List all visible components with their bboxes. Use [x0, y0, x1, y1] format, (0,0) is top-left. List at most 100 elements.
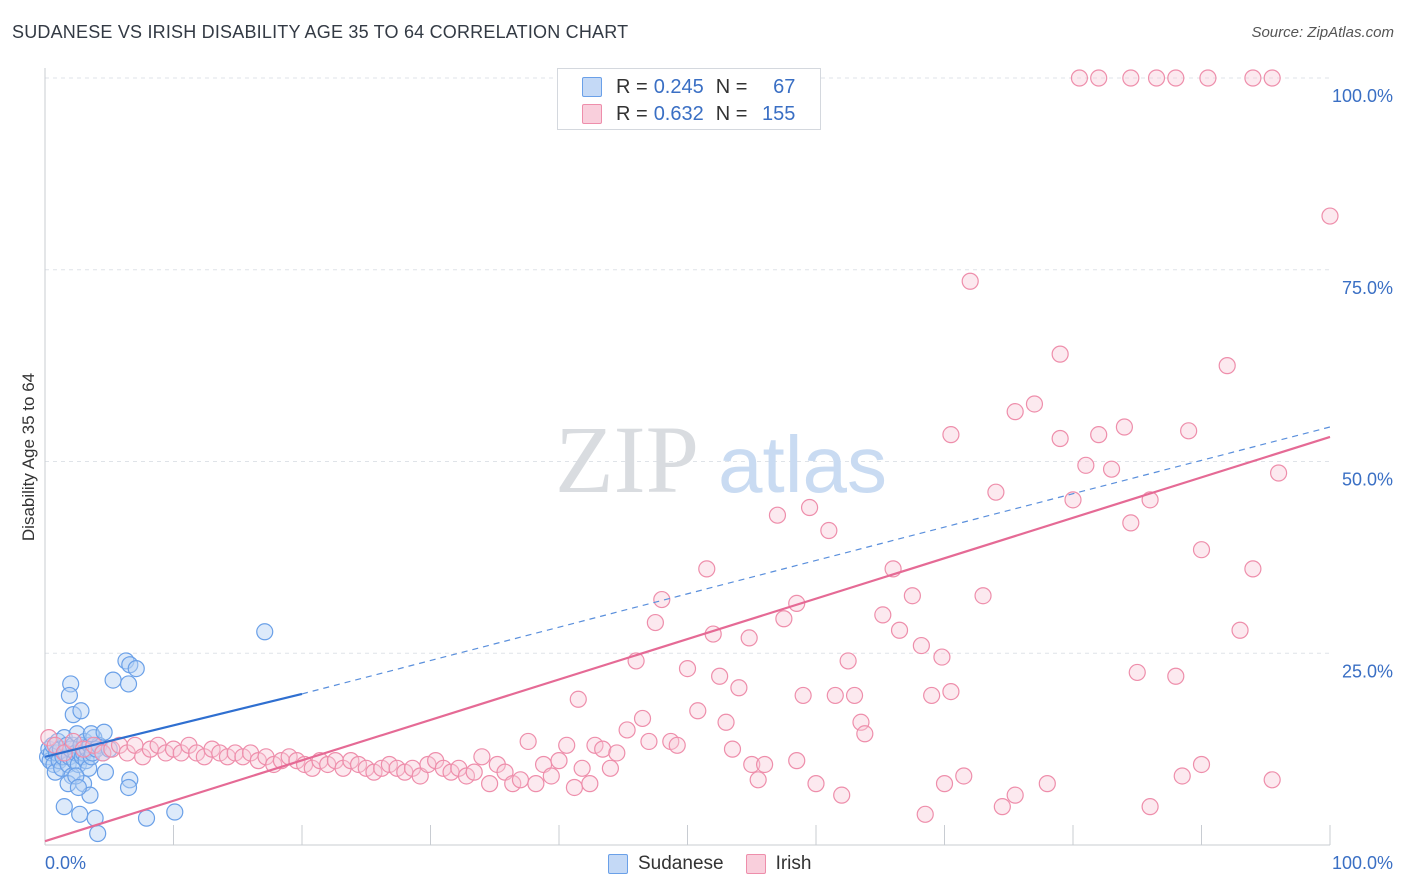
legend-item-irish[interactable]: Irish: [745, 853, 811, 875]
trend-lines: [44, 426, 1331, 843]
data-point: [743, 755, 761, 774]
data-point: [678, 659, 697, 678]
data-point: [1167, 667, 1185, 685]
trend-line-irish: [44, 435, 1331, 843]
data-point: [72, 702, 90, 720]
data-point: [794, 686, 812, 705]
data-point: [845, 686, 864, 705]
data-point: [839, 652, 857, 670]
data-point: [1077, 456, 1095, 474]
data-point: [457, 767, 476, 785]
data-point: [1218, 357, 1236, 375]
data-point: [104, 671, 122, 689]
data-point: [820, 521, 838, 540]
x-tick-label: 0.0%: [45, 853, 86, 873]
source-label: Source: ZipAtlas.com: [1251, 24, 1394, 41]
data-point: [60, 686, 79, 705]
data-point: [755, 755, 774, 774]
data-point: [1006, 403, 1024, 421]
data-point: [1321, 207, 1339, 225]
y-tick-label: 75.0%: [1342, 278, 1393, 298]
y-tick-label: 25.0%: [1342, 661, 1393, 681]
data-point: [1051, 429, 1069, 448]
data-point: [1180, 422, 1198, 440]
data-point: [942, 682, 960, 701]
data-point: [203, 740, 221, 758]
data-point: [711, 667, 729, 685]
data-point: [511, 771, 530, 789]
data-point: [689, 702, 707, 720]
watermark-atlas: atlas: [718, 420, 887, 509]
data-point: [633, 709, 652, 728]
data-point: [137, 809, 156, 827]
data-point: [1038, 775, 1056, 793]
data-point: [942, 426, 960, 444]
r-label: R =: [616, 102, 648, 125]
data-point: [993, 798, 1011, 816]
data-point: [608, 744, 626, 762]
irish-swatch: [745, 854, 766, 874]
legend-item-sudanese[interactable]: Sudanese: [608, 853, 724, 875]
sudanese-swatch: [608, 854, 628, 874]
y-axis-title: Disability Age 35 to 64: [19, 373, 38, 541]
data-point: [912, 636, 930, 655]
data-point: [119, 675, 138, 693]
data-point: [1102, 460, 1121, 478]
data-point: [481, 775, 499, 793]
chart-title: SUDANESE VS IRISH DISABILITY AGE 35 TO 6…: [12, 22, 629, 42]
data-point: [903, 587, 921, 605]
data-point: [1141, 798, 1159, 816]
data-point: [96, 763, 114, 781]
data-point: [987, 483, 1005, 501]
data-point: [71, 805, 89, 823]
data-point: [1244, 69, 1262, 87]
data-point: [473, 748, 491, 766]
legend-row-irish: R = 0.632 N = 155: [582, 102, 795, 126]
y-tick-label: 50.0%: [1342, 470, 1393, 490]
data-point: [256, 623, 274, 641]
series-legend: Sudanese Irish: [608, 852, 833, 876]
y-tick-label: 100.0%: [1332, 86, 1393, 106]
legend-row-sudanese: R = 0.245 N = 67: [582, 75, 795, 99]
data-point: [519, 732, 537, 751]
data-point: [550, 752, 568, 770]
data-point: [565, 778, 584, 797]
data-point: [933, 648, 951, 666]
data-point: [581, 775, 599, 793]
n-value: 67: [773, 75, 796, 98]
data-point: [288, 752, 306, 770]
r-label: R =: [616, 75, 648, 98]
axes: [44, 68, 1331, 846]
data-point: [807, 775, 825, 793]
data-point: [1244, 560, 1262, 578]
data-point: [527, 775, 545, 793]
data-point: [916, 805, 934, 823]
data-point: [826, 686, 844, 705]
data-point: [380, 755, 398, 774]
data-point: [1070, 69, 1089, 87]
data-point: [1199, 69, 1217, 87]
data-point: [1192, 541, 1211, 559]
data-point: [698, 560, 716, 578]
data-point: [1173, 767, 1191, 785]
data-point: [833, 786, 851, 804]
data-point: [653, 590, 671, 609]
data-point: [1064, 491, 1082, 509]
data-point: [1128, 663, 1146, 682]
data-point: [768, 506, 787, 524]
data-point: [1051, 345, 1069, 363]
data-point: [542, 767, 560, 785]
data-point: [935, 775, 954, 793]
data-point: [1231, 621, 1249, 639]
data-point: [923, 686, 941, 705]
data-point: [856, 725, 874, 743]
r-value: 0.245: [653, 75, 704, 98]
data-point: [1122, 514, 1140, 532]
grid-lines: [45, 77, 1330, 654]
correlation-legend: R = 0.245 N = 67 R = 0.632 N = 155: [557, 68, 821, 130]
data-point: [586, 736, 604, 754]
data-point: [1090, 69, 1108, 87]
data-point: [573, 759, 591, 777]
data-point: [342, 752, 360, 770]
